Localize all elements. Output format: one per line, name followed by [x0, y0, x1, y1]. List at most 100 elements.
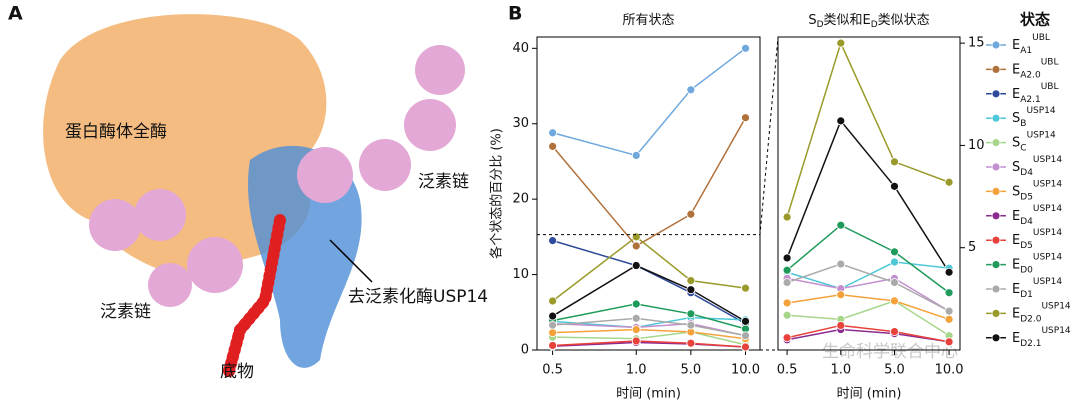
data-point — [782, 333, 792, 343]
data-point — [836, 259, 846, 269]
legend-marker — [991, 260, 1001, 270]
series-line — [786, 41, 950, 218]
legend-name: E — [1012, 330, 1020, 345]
substrate — [222, 214, 286, 381]
y-tick-label: 5 — [968, 240, 976, 255]
data-point — [782, 253, 792, 263]
series-line — [786, 263, 950, 312]
data-point — [548, 128, 558, 138]
legend-sub: A2.1 — [1020, 94, 1040, 104]
series-line — [552, 117, 747, 247]
y-tick-label: 20 — [512, 192, 529, 207]
data-point — [944, 288, 954, 298]
x-tick-label: 10.0 — [731, 363, 760, 378]
legend-label: SBUSP14 — [1012, 106, 1056, 129]
panel-label: B — [508, 3, 522, 25]
legend-label: EA1UBL — [1012, 33, 1050, 56]
legend-name: E — [1012, 282, 1020, 297]
data-point — [686, 338, 696, 348]
series-line — [786, 224, 950, 294]
legend-sub: D0 — [1020, 265, 1033, 275]
legend-name: E — [1012, 257, 1020, 272]
panel-label: A — [8, 3, 23, 25]
data-point — [686, 209, 696, 219]
legend-marker — [991, 138, 1001, 148]
data-point — [944, 267, 954, 277]
series-line — [786, 261, 950, 290]
x-tick-label: 0.5 — [542, 363, 563, 378]
x-axis-label: 时间 (min) — [616, 387, 681, 402]
data-point — [686, 320, 696, 330]
data-point — [548, 311, 558, 321]
data-point — [631, 241, 641, 251]
y-axis-label: 各个状态的百分比 (%) — [489, 128, 505, 259]
data-point — [741, 113, 750, 123]
legend-marker — [991, 211, 1001, 221]
data-point — [890, 327, 899, 336]
data-point — [836, 38, 846, 48]
data-point — [686, 285, 696, 295]
data-point — [836, 116, 846, 126]
legend-label: SCUSP14 — [1012, 130, 1056, 153]
legend-sup: UBL — [1032, 33, 1050, 43]
legend-sub: B — [1020, 119, 1026, 129]
legend-sub: A2.0 — [1020, 70, 1041, 80]
data-point — [741, 43, 750, 53]
legend-sup: UBL — [1041, 57, 1059, 67]
legend-marker — [991, 308, 1001, 318]
data-point — [890, 181, 899, 191]
x-tick-label: 5.0 — [681, 363, 702, 378]
series-line — [552, 264, 746, 322]
y-tick-label: 30 — [512, 116, 529, 131]
legend-sub: D5 — [1020, 192, 1033, 202]
data-point — [686, 276, 696, 286]
legend-sub: D1 — [1020, 290, 1033, 300]
data-point — [890, 278, 899, 287]
legend-marker — [991, 284, 1001, 294]
legend-sub: D5 — [1020, 241, 1033, 251]
title-part: D — [817, 20, 824, 30]
legend-sup: USP14 — [1033, 277, 1062, 287]
annotation: 蛋白酶体全酶 — [65, 122, 167, 142]
series-line — [786, 119, 950, 273]
legend-label: ED5USP14 — [1012, 228, 1062, 251]
chart-title: SD类似和ED类似状态 — [808, 13, 929, 30]
legend-sup: USP14 — [1041, 325, 1070, 335]
legend-label: EA2.1UBL — [1012, 81, 1058, 104]
data-point — [836, 220, 846, 230]
legend-label: ED4USP14 — [1012, 203, 1062, 226]
legend-name: E — [1012, 62, 1020, 77]
legend-marker — [991, 89, 1001, 99]
y-tick-label: 15 — [968, 36, 985, 51]
legend-sup: USP14 — [1033, 179, 1062, 189]
data-point — [548, 141, 558, 151]
data-point — [836, 290, 846, 300]
data-point — [631, 336, 641, 346]
legend-marker — [991, 40, 1001, 50]
legend-sub: D2.0 — [1020, 314, 1042, 324]
data-point — [741, 342, 750, 352]
series-line — [552, 328, 746, 340]
series-line — [552, 303, 746, 330]
data-point — [631, 151, 641, 160]
pointer — [329, 239, 373, 283]
legend-label: ED0USP14 — [1012, 252, 1062, 275]
legend-name: S — [1012, 135, 1020, 150]
data-point — [782, 278, 792, 287]
data-point — [631, 325, 641, 335]
legend-marker — [991, 235, 1001, 245]
legend-name: S — [1012, 184, 1020, 199]
series-line — [786, 328, 950, 343]
annotation: 泛素链 — [418, 172, 469, 192]
data-point — [548, 341, 558, 350]
legend-sup: USP14 — [1033, 203, 1062, 213]
data-point — [631, 313, 641, 323]
legend-sup: USP14 — [1033, 155, 1062, 165]
x-axis-label: 时间 (min) — [837, 387, 902, 402]
data-point — [686, 85, 696, 95]
legend-sup: USP14 — [1027, 130, 1056, 140]
legend-label: ED2.0 USP14 — [1012, 301, 1071, 324]
data-point — [548, 328, 558, 338]
data-point — [631, 299, 641, 309]
